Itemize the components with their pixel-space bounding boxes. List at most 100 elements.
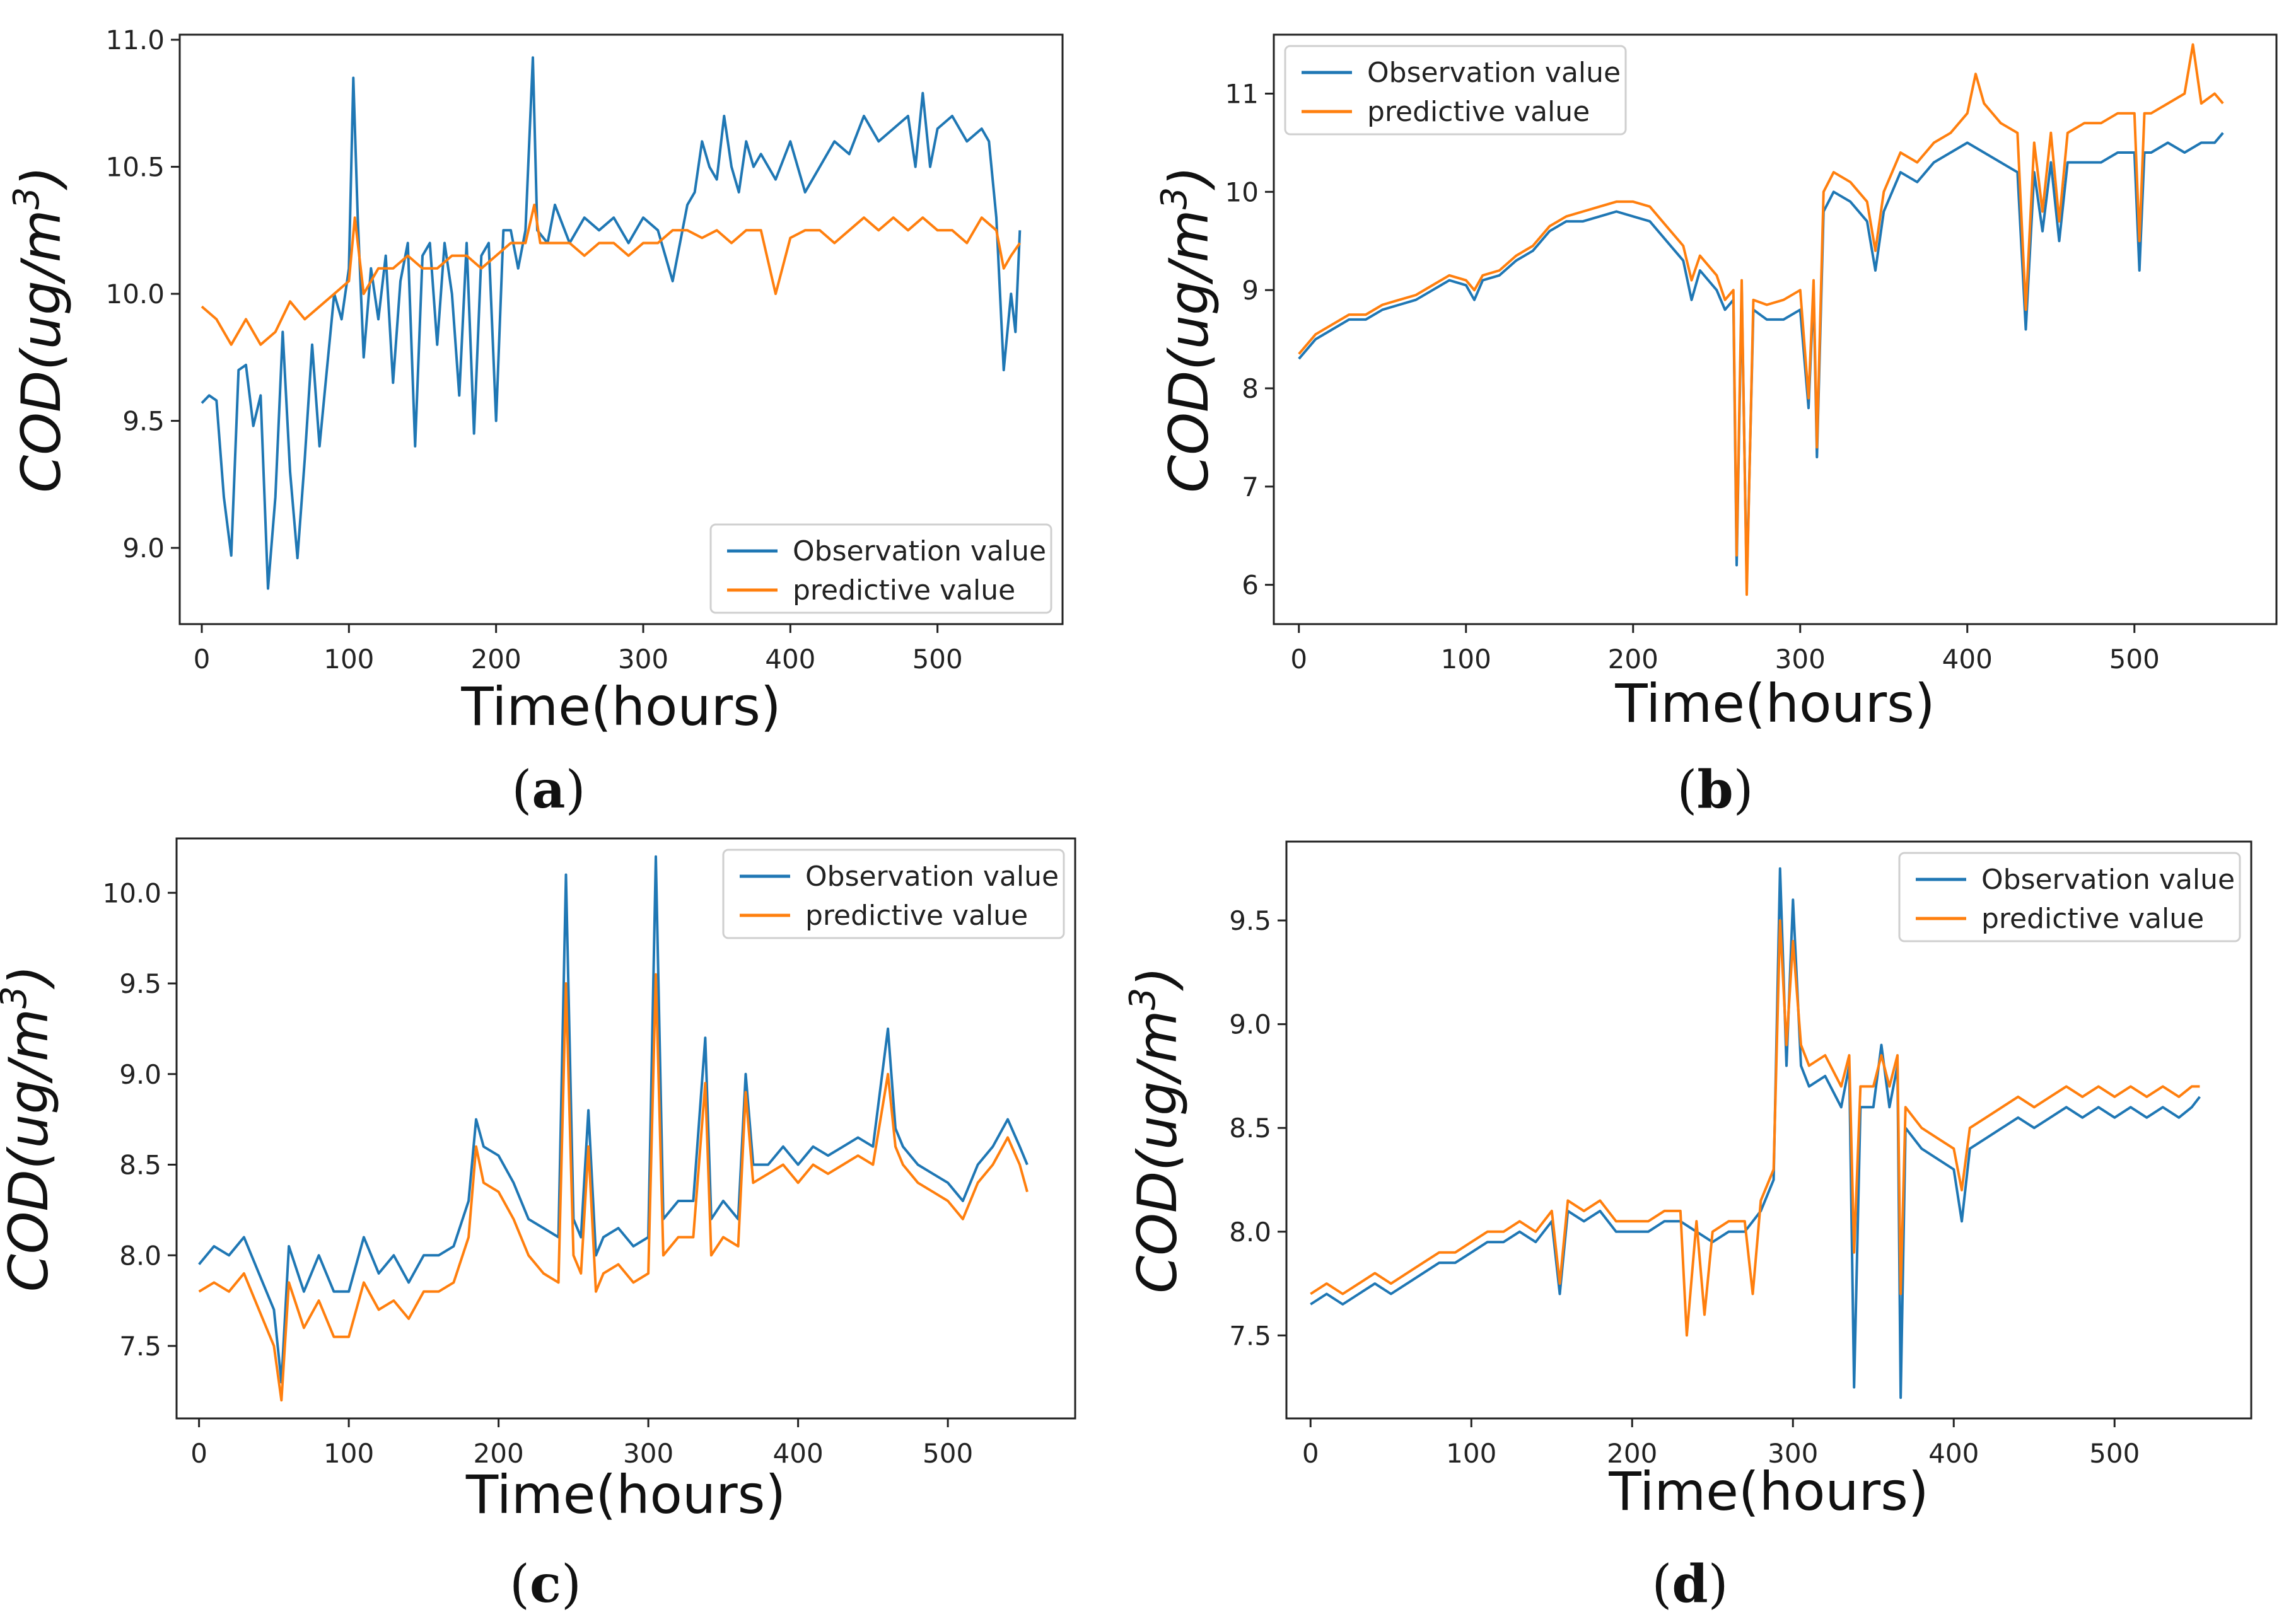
caption-b: (b) [1677,760,1754,820]
chart-d-xtick-label-400: 400 [1928,1438,1979,1469]
chart-panel-b: 0 100 200 300 400 500 6 7 8 9 10 11 Time(hours) COD(u… [1148,0,2296,801]
chart-c-svg: 0 100 200 300 400 500 7.5 8.0 8.5 9.0 9.5 10.0 Time(… [0,837,1076,1526]
chart-b-ylabel-base: COD(ug/m [1158,209,1221,492]
chart-d-legend-label-predictive: predictive value [1981,903,2204,935]
chart-a-xtick-label-300: 300 [618,644,668,675]
chart-b-legend-label-predictive: predictive value [1367,96,1590,128]
chart-c-ylabel-end: ) [0,965,61,990]
chart-c-series-observation-line [198,855,1029,1384]
chart-b-series-predictive-line [1298,43,2224,596]
chart-c-plot-frame [175,837,1076,1420]
chart-b-ytick-label-3: 9 [1242,275,1259,306]
chart-a-series-predictive-line [201,204,1021,346]
chart-c-series-predictive-line [198,973,1029,1402]
chart-d-series-observation-line [1310,867,2201,1400]
chart-a-ylabel-base: COD(ug/m [10,209,73,492]
chart-b-xtick-label-100: 100 [1441,644,1491,675]
chart-c-ylabel: COD(ug/m3) [0,965,61,1292]
chart-d-ytick-label-0: 7.5 [1229,1320,1271,1351]
chart-a-ylabel-end: ) [10,166,73,191]
chart-b-ytick-label-5: 11 [1225,79,1259,110]
chart-d-legend-box [1898,852,2241,942]
chart-a-xtick-label-200: 200 [471,644,522,675]
chart-d-svg: 0 100 200 300 400 500 7.5 8.0 8.5 9.0 9.5 Time(hour… [1122,840,2252,1522]
chart-c-ytick-label-0: 7.5 [119,1331,161,1362]
chart-c-xtick-label-200: 200 [474,1438,524,1469]
chart-b-svg: 0 100 200 300 400 500 6 7 8 9 10 11 Time(hours) COD(u… [1154,33,2278,734]
chart-d-xtick-label-0: 0 [1302,1438,1319,1469]
chart-d-ytick-label-3: 9.0 [1229,1009,1271,1040]
chart-d-ylabel-end: ) [1126,966,1189,992]
chart-c-legend-label-predictive: predictive value [805,900,1028,932]
chart-a-ylabel-sup: 3 [6,187,47,210]
chart-c-xtick-label-0: 0 [190,1438,207,1469]
chart-c-ylabel-sup: 3 [0,986,35,1009]
chart-a-ytick-label-0: 9.0 [122,533,165,564]
chart-d-xtick-label-500: 500 [2089,1438,2140,1469]
chart-a-legend: Observation value predictive value [709,523,1052,614]
chart-b-legend-label-observation: Observation value [1367,57,1621,89]
chart-a-legend-label-observation: Observation value [793,535,1046,567]
chart-b-xtick-label-0: 0 [1290,644,1307,675]
chart-c-xtick-label-500: 500 [923,1438,973,1469]
caption-c: (c) [510,1554,581,1614]
chart-b-ytick-label-4: 10 [1225,177,1259,207]
chart-c-ytick-label-4: 9.5 [119,968,161,999]
chart-d-xtick-label-300: 300 [1768,1438,1818,1469]
chart-b-series-observation-line [1298,132,2224,586]
chart-panel-a: 0 100 200 300 400 500 9.0 9.5 10.0 10.5 11.0 Time(h… [0,0,1135,801]
chart-b-legend-box [1284,45,1627,136]
chart-d-ytick-label-4: 9.5 [1229,905,1271,936]
chart-a-ytick-label-2: 10.0 [105,279,165,310]
chart-b-xtick-label-200: 200 [1608,644,1658,675]
chart-c-xtick-label-300: 300 [623,1438,673,1469]
chart-d-legend: Observation value predictive value [1898,852,2241,942]
caption-d: (d) [1652,1554,1728,1614]
chart-a-series-observation-line [201,56,1022,590]
chart-a-ytick-label-1: 9.5 [122,406,165,437]
chart-b-ylabel-end: ) [1158,166,1221,191]
chart-a-legend-label-predictive: predictive value [793,574,1015,606]
chart-d-legend-label-observation: Observation value [1981,864,2235,896]
chart-b-ylabel-sup: 3 [1154,187,1195,210]
chart-panel-c: 0 100 200 300 400 500 7.5 8.0 8.5 9.0 9.5 10.0 Time(… [0,820,1135,1617]
chart-b-plot-frame [1273,33,2278,625]
chart-a-ytick-label-3: 10.5 [105,152,165,183]
chart-c-xlabel: Time(hours) [465,1464,786,1526]
chart-c-legend: Observation value predictive value [722,849,1065,939]
chart-b-xtick-label-500: 500 [2109,644,2160,675]
chart-c-ytick-label-3: 9.0 [119,1059,161,1090]
chart-c-xtick-label-100: 100 [323,1438,374,1469]
chart-a-xlabel: Time(hours) [460,676,781,738]
caption-a: (a) [511,760,586,820]
chart-d-ylabel-sup: 3 [1122,988,1163,1011]
chart-c-xtick-label-400: 400 [773,1438,824,1469]
chart-b-ylabel: COD(ug/m3) [1154,166,1221,493]
chart-c-legend-box [722,849,1065,939]
chart-panel-d: 0 100 200 300 400 500 7.5 8.0 8.5 9.0 9.5 Time(hour… [1122,820,2296,1617]
chart-d-ylabel-base: COD(ug/m [1126,1010,1189,1293]
chart-a-plot-frame [178,33,1064,625]
chart-d-plot-frame [1285,840,2252,1420]
chart-a-legend-box [709,523,1052,614]
chart-a-xtick-label-100: 100 [323,644,374,675]
chart-c-ylabel-base: COD(ug/m [0,1009,61,1292]
chart-d-xtick-label-100: 100 [1446,1438,1496,1469]
chart-a-ylabel: COD(ug/m3) [6,166,73,493]
chart-c-ytick-label-5: 10.0 [102,878,161,908]
chart-a-svg: 0 100 200 300 400 500 9.0 9.5 10.0 10.5 11.0 Time(h… [6,25,1064,738]
chart-c-ytick-label-1: 8.0 [119,1240,161,1271]
chart-a-ytick-label-4: 11.0 [105,25,165,55]
chart-d-xtick-label-200: 200 [1607,1438,1657,1469]
chart-b-ytick-label-1: 7 [1242,472,1259,502]
chart-c-ytick-label-2: 8.5 [119,1150,161,1181]
chart-b-legend: Observation value predictive value [1284,45,1627,136]
chart-d-xlabel: Time(hours) [1608,1461,1928,1522]
chart-d-ylabel: COD(ug/m3) [1122,966,1189,1294]
chart-a-xtick-label-400: 400 [765,644,815,675]
chart-a-xtick-label-500: 500 [912,644,963,675]
chart-a-xtick-label-0: 0 [194,644,211,675]
chart-b-xlabel: Time(hours) [1614,673,1935,734]
chart-d-ytick-label-2: 8.5 [1229,1113,1271,1144]
chart-b-xtick-label-300: 300 [1775,644,1826,675]
